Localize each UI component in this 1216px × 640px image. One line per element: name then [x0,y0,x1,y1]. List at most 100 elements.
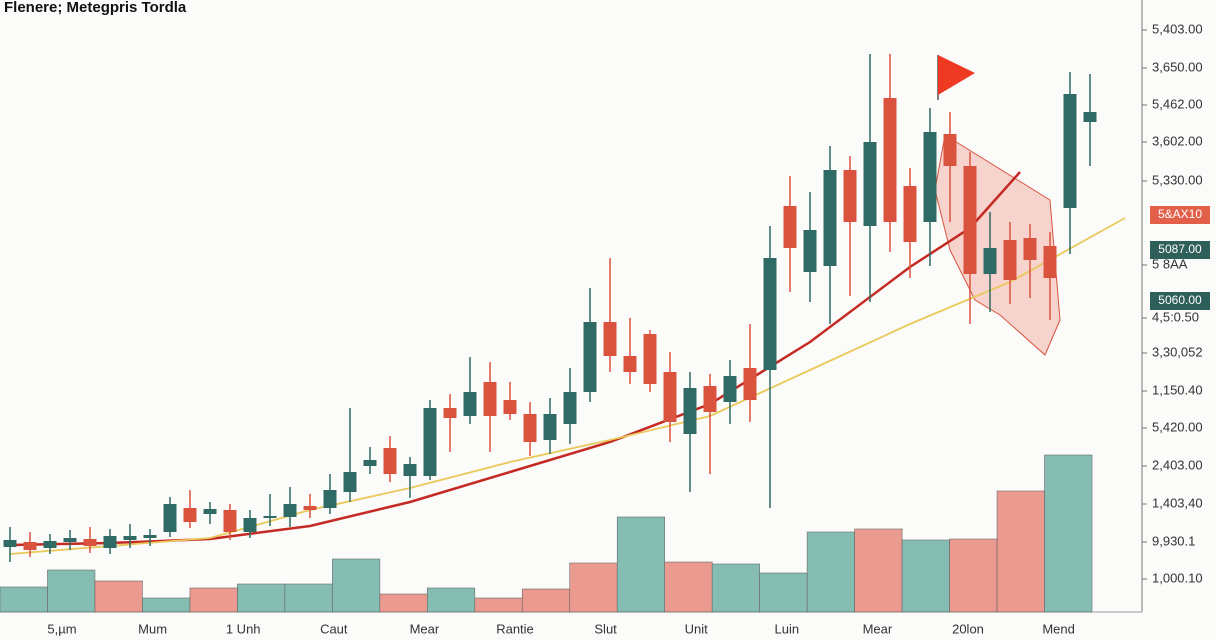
x-tick-label: Mum [138,621,167,636]
price-marker [1150,292,1210,310]
volume-bar [711,563,760,613]
candle-body [183,508,197,522]
candle-body [123,536,137,540]
y-tick-label: 3,602.00 [1152,133,1203,148]
x-tick-label: Luin [775,621,800,636]
candle-body [863,142,877,226]
candle-body [263,516,277,518]
candle-body [683,388,697,434]
candle-body [63,538,77,542]
y-tick-label: 3,30,052 [1152,344,1203,359]
candle-body [963,166,977,274]
volume-bar [569,562,618,613]
candle-body [243,518,257,532]
price-marker-label: 5&AX10 [1158,207,1202,221]
candle-body [783,206,797,248]
volume-bar [854,528,903,613]
volume-bar [284,583,333,613]
candle-body [283,504,297,517]
volume-bar [237,583,286,613]
x-tick-label: Rantie [496,621,534,636]
volume-bar [142,597,191,613]
volume-bar [996,490,1045,613]
candle-body [523,414,537,442]
x-tick-label: Slut [594,621,617,636]
candle-body [323,490,337,508]
candle-body [23,542,37,550]
x-tick-label: 20lon [952,621,984,636]
volume-layer [0,454,1093,613]
candle-body [1063,94,1077,208]
y-tick-label: 5,330.00 [1152,172,1203,187]
volume-bar [427,587,476,613]
volume-bar [189,587,238,613]
price-marker-label: 5087.00 [1158,242,1202,256]
y-tick-label: 1,000.10 [1152,570,1203,585]
candle-body [503,400,517,414]
candle-body [43,541,57,548]
volume-bar [949,538,998,613]
y-tick-label: 4,5:0.50 [1152,309,1199,324]
candle-body [103,536,117,548]
candle-body [143,535,157,538]
x-tick-label: Unit [685,621,709,636]
y-tick-label: 3,650.00 [1152,59,1203,74]
candle-body [983,248,997,274]
y-tick-label: 9,930.1 [1152,533,1195,548]
volume-bar [94,580,143,613]
candle-body [543,414,557,440]
volume-bar [759,572,808,613]
x-tick-label: Mear [410,621,440,636]
candle-body [643,334,657,384]
candle-body [663,372,677,422]
volume-bar [664,561,713,613]
candle-body [303,506,317,510]
candle-body [903,186,917,242]
chart-title: Flenere; Metegpris Tordla [4,0,187,16]
volume-bar [1044,454,1093,613]
candle-body [223,510,237,532]
x-tick-label: 1 Unh [226,621,261,636]
candle-body [943,134,957,166]
candle-body [883,98,897,222]
candle-body [823,170,837,266]
candle-body [403,464,417,476]
candle-body [383,448,397,474]
candle-body [1043,246,1057,278]
candle-body [1003,240,1017,280]
volume-bar [47,569,96,613]
x-tick-label: 5,µm [47,621,76,636]
y-tick-label: 5 8AA [1152,256,1188,271]
candle-body [1023,238,1037,260]
volume-bar [0,586,48,613]
candle-body [803,230,817,272]
candle-layer [3,54,1097,562]
volume-bar [474,597,523,613]
candle-body [843,170,857,222]
candle-body [723,376,737,402]
y-tick-label: 5,420.00 [1152,419,1203,434]
y-tick-label: 1,403,40 [1152,495,1203,510]
candle-body [163,504,177,532]
price-marker [1150,206,1210,224]
candle-body [483,382,497,416]
candle-body [423,408,437,476]
volume-bar [332,558,381,613]
x-tick-label: Mear [863,621,893,636]
x-tick-label: Mend [1042,621,1075,636]
candle-body [623,356,637,372]
candle-body [463,392,477,416]
candle-body [443,408,457,418]
volume-bar [379,593,428,613]
volume-bar [616,516,665,613]
x-tick-label: Caut [320,621,348,636]
candle-body [363,460,377,466]
candle-body [83,539,97,546]
axis-layer: 5,403.00 3,650.00 5,462.00 3,602.00 5,330.00… [47,21,1210,636]
candle-body [343,472,357,492]
candle-body [763,258,777,370]
price-marker [1150,241,1210,259]
y-tick-label: 5,403.00 [1152,21,1203,36]
